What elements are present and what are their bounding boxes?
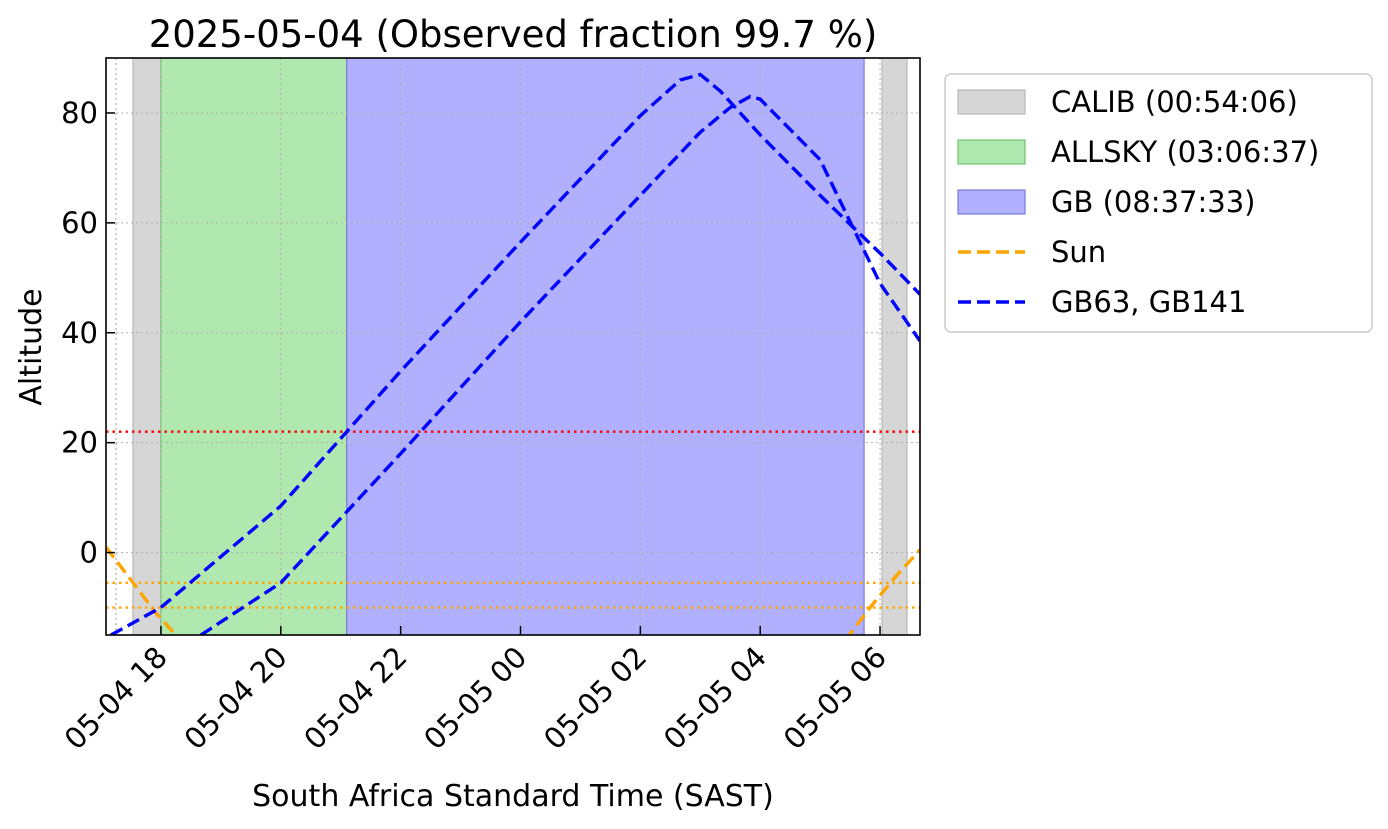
grid-lines	[106, 58, 920, 635]
legend-label-4: GB63, GB141	[1051, 285, 1246, 319]
y-tick-label-3: 60	[61, 206, 98, 240]
legend-label-2: GB (08:37:33)	[1051, 185, 1255, 219]
series-gb63-gb141-line-1	[199, 94, 920, 635]
series-sun-line-1	[847, 548, 920, 635]
legend-label-1: ALLSKY (03:06:37)	[1051, 135, 1319, 169]
legend-box	[944, 73, 1373, 333]
chart-title: 2025-05-04 (Observed fraction 99.7 %)	[149, 13, 878, 56]
altitude-curves	[106, 72, 920, 635]
series-sun-line-0	[106, 546, 179, 635]
x-axis-label: South Africa Standard Time (SAST)	[252, 779, 774, 814]
legend: CALIB (00:54:06) ALLSKY (03:06:37) GB (08:…	[944, 73, 1373, 333]
y-axis-ticks: 0 20 40 60 80	[61, 96, 115, 570]
y-tick-label-1: 20	[61, 426, 98, 460]
band-calib-0	[132, 58, 162, 635]
series-gb63-gb141-line-0	[110, 72, 920, 635]
y-tick-label-2: 40	[61, 316, 98, 350]
observation-bands	[132, 58, 908, 635]
legend-swatch-0	[957, 89, 1026, 115]
legend-label-0: CALIB (00:54:06)	[1051, 85, 1298, 119]
band-allsky-0	[160, 58, 348, 635]
y-axis-label: Altitude	[14, 288, 49, 405]
legend-swatch-2	[957, 189, 1026, 215]
legend-label-3: Sun	[1051, 235, 1106, 269]
threshold-lines	[106, 430, 920, 609]
y-tick-label-4: 80	[61, 96, 98, 130]
legend-swatch-1	[957, 139, 1026, 165]
y-tick-label-0: 0	[80, 536, 98, 570]
band-calib-1	[881, 58, 908, 635]
plot-frame	[105, 57, 921, 636]
